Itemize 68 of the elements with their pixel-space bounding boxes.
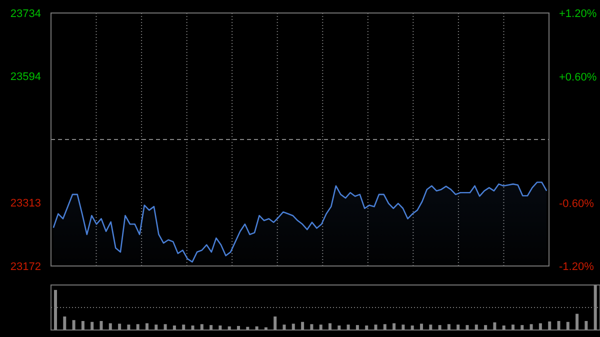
bar (282, 324, 286, 330)
bar (328, 323, 332, 330)
bar (576, 314, 579, 330)
bar (557, 321, 560, 330)
bar (365, 326, 368, 330)
bar (292, 324, 295, 330)
bar (255, 326, 258, 330)
bar (466, 325, 469, 330)
bar (172, 326, 176, 330)
bar (191, 326, 194, 330)
bar (210, 325, 213, 330)
bar (218, 326, 222, 330)
bar (512, 324, 514, 330)
bar (420, 324, 423, 330)
bar (530, 324, 533, 330)
bar (237, 326, 240, 330)
bar (374, 324, 378, 330)
bar (548, 321, 552, 330)
bar (484, 325, 488, 330)
bar (154, 324, 158, 330)
y-tick-label: 23734 (10, 8, 41, 20)
bar (538, 323, 542, 330)
bar (410, 326, 414, 330)
bar (182, 324, 186, 330)
y-tick-label: 23594 (10, 71, 41, 84)
bar (164, 324, 167, 330)
bar (566, 322, 570, 330)
bar (100, 321, 103, 330)
bar (228, 326, 231, 330)
bar (502, 326, 506, 330)
bar (356, 325, 359, 330)
bar (246, 326, 250, 330)
bar (310, 324, 314, 330)
bar (493, 322, 496, 330)
bar (54, 290, 57, 330)
bar (90, 322, 94, 330)
bar (520, 325, 524, 330)
bar (338, 326, 341, 330)
bar (429, 324, 432, 330)
bar (63, 316, 66, 330)
bar (108, 323, 112, 330)
bar (127, 324, 130, 330)
bar (146, 323, 148, 330)
y2-tick-label: +0.60% (559, 71, 597, 84)
bar (81, 321, 84, 330)
bar (200, 324, 204, 330)
bar (594, 285, 597, 330)
bar (447, 324, 450, 330)
bar (118, 324, 122, 330)
bar (438, 325, 442, 330)
bar (301, 322, 304, 330)
bar (383, 324, 386, 330)
bar (346, 324, 350, 330)
bar (584, 321, 588, 330)
y2-tick-label: -0.60% (559, 198, 594, 210)
bar (319, 324, 322, 330)
y2-tick-label: -1.20% (559, 261, 594, 273)
bar (474, 324, 478, 330)
bar (274, 316, 277, 330)
y-tick-label: 23313 (10, 198, 41, 210)
y2-tick-label: +1.20% (559, 8, 597, 20)
bar (72, 320, 76, 330)
bar (392, 323, 396, 330)
bar (264, 327, 268, 330)
bar (402, 324, 405, 330)
bar (456, 324, 460, 330)
bar (136, 324, 140, 330)
y-tick-label: 23172 (10, 261, 41, 273)
